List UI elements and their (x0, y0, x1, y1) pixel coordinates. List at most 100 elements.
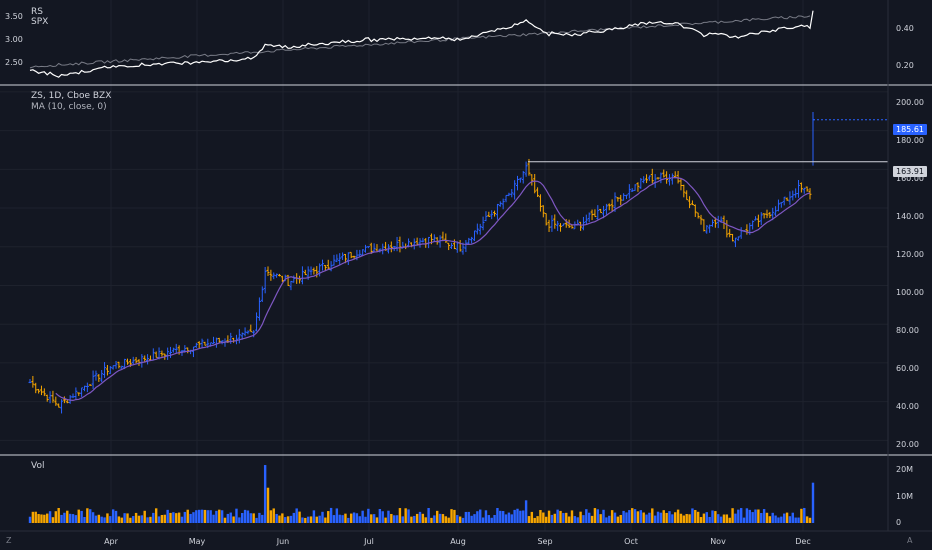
volume-bar (206, 510, 209, 523)
volume-bar (335, 508, 339, 523)
volume-bar (768, 516, 772, 523)
timezone-icon[interactable]: Z (6, 536, 12, 545)
volume-bar (212, 514, 215, 523)
volume-bar (441, 514, 445, 523)
volume-bar (731, 508, 734, 523)
volume-bar (355, 513, 359, 523)
month-label: Jun (276, 537, 290, 546)
volume-bar (387, 510, 390, 523)
volume-bar (57, 508, 60, 523)
volume-bar (238, 517, 241, 523)
volume-pane[interactable] (28, 465, 815, 523)
volume-bar (117, 516, 121, 523)
price-pane[interactable] (28, 111, 889, 414)
volume-bar (433, 515, 436, 523)
volume-bar (180, 516, 184, 523)
volume-bar (324, 517, 327, 523)
rs-left-tick: 2.50 (5, 58, 23, 67)
volume-bar (587, 512, 591, 523)
volume-bar (754, 509, 757, 523)
volume-bar (659, 512, 663, 523)
volume-bar (522, 510, 525, 523)
rs-pane[interactable] (29, 10, 814, 78)
price-tick: 200.00 (896, 98, 924, 107)
ma-indicator-title[interactable]: MA (10, close, 0) (31, 102, 107, 112)
price-tick: 120.00 (896, 250, 924, 259)
rs-label: RS (31, 7, 43, 17)
volume-bar (562, 513, 565, 523)
volume-bar (97, 514, 101, 523)
volume-bar (570, 510, 574, 523)
volume-bar (504, 514, 508, 523)
volume-bar (195, 510, 198, 523)
month-label: Oct (624, 537, 638, 546)
volume-bar (140, 515, 144, 523)
volume-bar (220, 510, 224, 523)
volume-bar (542, 512, 545, 523)
volume-bar (275, 513, 278, 523)
pane-separators[interactable] (0, 0, 932, 532)
volume-bar (487, 515, 491, 523)
volume-bar (682, 515, 686, 523)
volume-bar (694, 509, 697, 523)
resistance-price-tag: 163.91 (893, 166, 927, 177)
volume-bar (481, 517, 485, 523)
volume-bar (536, 516, 539, 523)
volume-bar (361, 510, 364, 523)
volume-bar (717, 514, 720, 523)
volume-bar (229, 512, 232, 523)
auto-scale-icon[interactable]: A (907, 536, 913, 545)
volume-bar (186, 509, 189, 523)
volume-tick: 10M (896, 492, 914, 501)
volume-bar (447, 517, 450, 523)
volume-bar (410, 516, 413, 523)
volume-bar (665, 512, 668, 523)
volume-bar (74, 515, 78, 523)
volume-bar (381, 511, 384, 523)
volume-bar (284, 517, 287, 523)
volume-bar (83, 516, 86, 523)
volume-bar (407, 509, 410, 523)
volume-bar (430, 517, 433, 523)
volume-bar (608, 515, 611, 523)
month-label: Nov (710, 537, 726, 546)
volume-bar (304, 517, 307, 523)
volume-bar (269, 510, 273, 523)
volume-bar (427, 507, 430, 523)
volume-bar (327, 511, 330, 523)
volume-bar (415, 513, 419, 523)
volume-bar (80, 510, 83, 523)
volume-bar (263, 465, 267, 523)
price-tick: 140.00 (896, 212, 924, 221)
volume-bar (507, 512, 511, 523)
symbol-title[interactable]: ZS, 1D, Cboe BZX (31, 91, 112, 101)
price-tick: 180.00 (896, 136, 924, 145)
volume-bar (745, 508, 749, 523)
volume-bar (252, 513, 255, 523)
volume-bar (91, 512, 95, 523)
volume-bar (120, 517, 123, 523)
volume-bar (619, 514, 622, 523)
volume-bar (685, 513, 688, 523)
volume-bar (530, 511, 534, 523)
rs-line (29, 10, 814, 78)
price-tick: 40.00 (896, 402, 919, 411)
volume-bar (94, 515, 98, 523)
volume-bar (266, 487, 270, 523)
volume-bar (656, 511, 660, 523)
volume-bar (28, 516, 32, 523)
volume-bar (444, 516, 448, 523)
volume-bar (295, 508, 298, 523)
volume-bar (519, 510, 522, 523)
volume-bar (628, 510, 631, 523)
volume-bar (143, 510, 146, 523)
volume-bar (378, 509, 382, 523)
volume-bar (60, 514, 63, 523)
volume-tick: 0 (896, 518, 902, 527)
volume-bar (645, 514, 648, 523)
volume-bar (777, 517, 780, 523)
volume-bar (375, 517, 379, 523)
volume-bar (438, 513, 442, 523)
volume-bar (123, 513, 126, 523)
